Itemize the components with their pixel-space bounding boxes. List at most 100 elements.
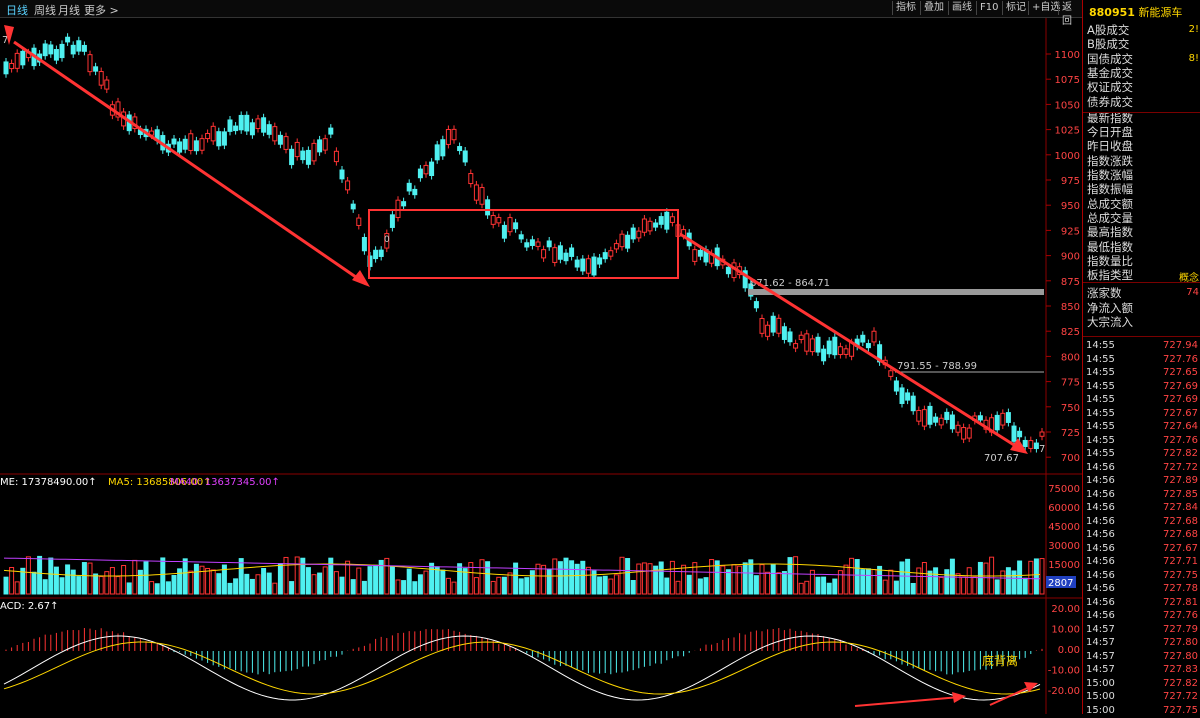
- tick-time: 14:55: [1086, 421, 1115, 432]
- tick-row: 14:56 727.67: [1083, 543, 1200, 556]
- quote-field-label: 指数振幅: [1087, 182, 1133, 197]
- price-tick: 1050: [1055, 100, 1080, 111]
- back-button[interactable]: 返回: [1058, 1, 1082, 27]
- tick-price: 727.68: [1163, 529, 1198, 540]
- tick-time: 14:56: [1086, 502, 1115, 513]
- add-watchlist-button[interactable]: +自选: [1028, 1, 1063, 15]
- ma5-label: MA5: 13685806.00↑: [108, 477, 212, 488]
- candlestick-series: [3, 33, 1045, 453]
- quote-field-label: 总成交量: [1087, 210, 1133, 225]
- tab-more[interactable]: 更多 >: [84, 4, 119, 17]
- tick-time: 14:55: [1086, 353, 1115, 365]
- tick-time: 14:56: [1086, 529, 1115, 540]
- tab-monthly[interactable]: 月线: [58, 4, 80, 17]
- volume-tick: 60000: [1048, 503, 1080, 514]
- tick-row: 14:55 727.69: [1083, 394, 1200, 407]
- macd-tick: -20.00: [1048, 686, 1080, 697]
- tick-row: 14:56 727.71: [1083, 556, 1200, 569]
- price-tick: 925: [1061, 226, 1080, 237]
- tick-price: 727.69: [1163, 394, 1198, 405]
- volume-tick: 45000: [1048, 522, 1080, 533]
- tick-time: 14:57: [1086, 664, 1115, 675]
- price-tick: 900: [1061, 252, 1080, 263]
- tick-row: 14:55 727.76: [1083, 435, 1200, 448]
- quote-field-label: 权证成交: [1087, 80, 1133, 95]
- tick-row: 14:55 727.82: [1083, 448, 1200, 461]
- tick-price: 727.79: [1163, 623, 1198, 635]
- ma40-label: MA40: 13637345.00↑: [170, 477, 280, 488]
- tick-price: 727.75: [1163, 569, 1198, 581]
- tick-time: 14:55: [1086, 367, 1115, 378]
- overlay-button[interactable]: 叠加: [920, 1, 947, 15]
- quote-field-label: 最低指数: [1087, 239, 1133, 254]
- support-label-2: 791.55 - 788.99: [897, 361, 977, 372]
- price-tick: 825: [1061, 327, 1080, 338]
- price-tick: 975: [1061, 176, 1080, 187]
- draw-line-button[interactable]: 画线: [948, 1, 975, 15]
- tick-price: 727.76: [1163, 353, 1198, 365]
- tab-daily[interactable]: 日线: [6, 4, 28, 17]
- tick-row: 14:56 727.76: [1083, 610, 1200, 623]
- tick-row: 14:56 727.81: [1083, 597, 1200, 610]
- macd-tick: 10.00: [1051, 625, 1080, 636]
- left-price-mark: 7: [2, 35, 8, 46]
- panel-divider: [1083, 282, 1200, 283]
- tick-row: 14:57 727.79: [1083, 624, 1200, 637]
- tick-row: 14:56 727.84: [1083, 502, 1200, 515]
- price-tick: 1025: [1055, 126, 1080, 137]
- tick-price: 727.64: [1163, 421, 1198, 432]
- downtrend-arrow-1: [13, 40, 367, 286]
- tick-time: 14:55: [1086, 340, 1115, 351]
- tick-row: 14:55 727.65: [1083, 367, 1200, 380]
- volume-tick: 30000: [1048, 541, 1080, 552]
- tick-time: 14:56: [1086, 583, 1115, 594]
- current-volume-value: 2807: [1048, 578, 1073, 589]
- tick-row: 15:00 727.82: [1083, 678, 1200, 691]
- panel-divider: [1083, 336, 1200, 337]
- quote-field-label: 基金成交: [1087, 65, 1133, 80]
- tick-row: 14:57 727.80: [1083, 637, 1200, 650]
- tick-price: 727.83: [1163, 664, 1198, 675]
- tick-price: 727.69: [1163, 380, 1198, 392]
- tick-price: 727.72: [1163, 461, 1198, 473]
- volume-axis: 75000 60000 45000 30000 15000: [1048, 484, 1080, 571]
- tick-row: 14:55 727.67: [1083, 408, 1200, 421]
- macd-axis: 20.00 10.00 0.00 -10.00 -20.00: [1048, 604, 1080, 697]
- tick-time: 14:56: [1086, 556, 1115, 567]
- tick-time: 14:56: [1086, 461, 1115, 473]
- arrow-head: [1024, 682, 1038, 692]
- price-tick: 950: [1061, 201, 1080, 212]
- quote-field-label: 指数量比: [1087, 253, 1133, 268]
- chart-marker: 0: [384, 235, 390, 245]
- tick-price: 727.67: [1163, 542, 1198, 554]
- tick-row: 14:55 727.94: [1083, 340, 1200, 353]
- tick-price: 727.67: [1163, 407, 1198, 419]
- kline-chart[interactable]: 871.62 - 864.71 791.55 - 788.99 707.67 7…: [0, 18, 1082, 714]
- tick-time: 14:57: [1086, 637, 1115, 648]
- tick-time: 14:56: [1086, 488, 1115, 500]
- tick-time: 14:57: [1086, 650, 1115, 662]
- tab-weekly[interactable]: 周线: [34, 4, 56, 17]
- tick-row: 14:56 727.75: [1083, 570, 1200, 583]
- macd-tick: 20.00: [1051, 604, 1080, 615]
- tick-row: 14:55 727.76: [1083, 354, 1200, 367]
- indicator-button[interactable]: 指标: [892, 1, 919, 15]
- f10-button[interactable]: F10: [976, 1, 1001, 15]
- quote-field-value: 8!: [1188, 52, 1199, 64]
- tick-price: 727.85: [1163, 488, 1198, 500]
- tick-price: 727.82: [1163, 448, 1198, 459]
- quote-field-value: 74: [1186, 287, 1199, 299]
- price-tick: 750: [1061, 403, 1080, 414]
- quote-field-label: A股成交: [1087, 23, 1130, 37]
- mark-button[interactable]: 标记: [1002, 1, 1029, 15]
- quote-field-label: 昨日收盘: [1087, 139, 1133, 154]
- tick-time: 14:55: [1086, 394, 1115, 405]
- price-tick: 775: [1061, 378, 1080, 389]
- price-tick: 800: [1061, 352, 1080, 363]
- tick-price: 727.76: [1163, 610, 1198, 621]
- right-price-mark: 7: [1039, 444, 1045, 455]
- quote-field-label: 涨家数: [1087, 286, 1122, 301]
- quote-field-label: 指数涨幅: [1087, 168, 1133, 182]
- tick-price: 727.78: [1163, 583, 1198, 594]
- price-tick: 1100: [1055, 50, 1080, 61]
